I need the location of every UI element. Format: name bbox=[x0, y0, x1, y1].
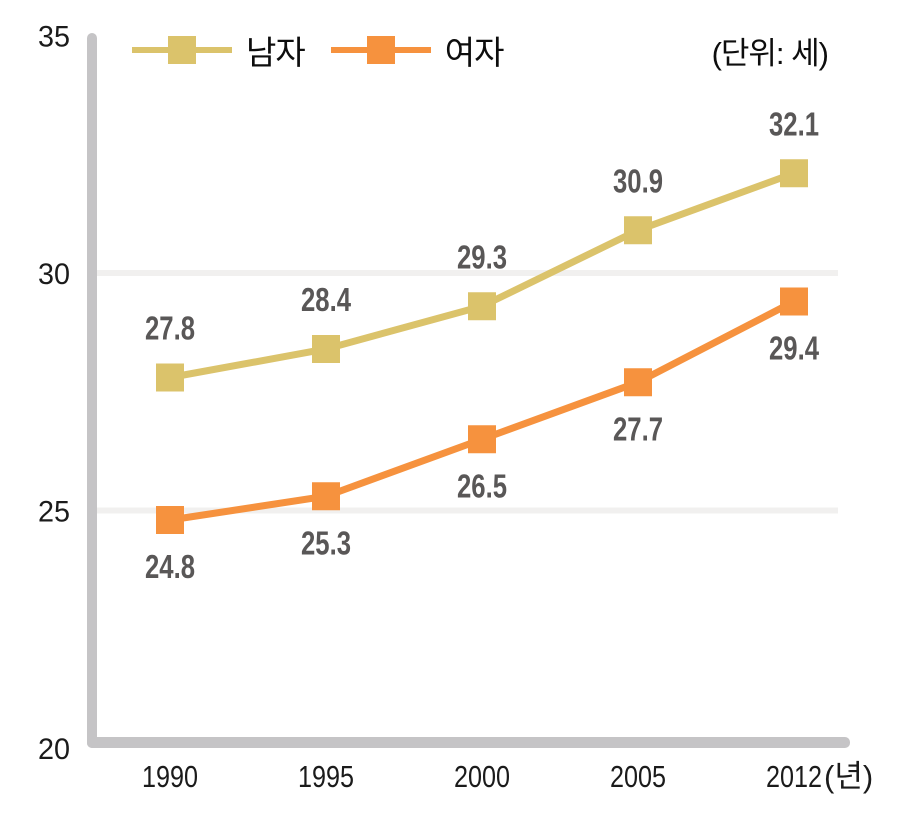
y-tick-label-20: 20 bbox=[38, 733, 70, 766]
x-tick-label-1990: 1990 bbox=[142, 759, 198, 794]
x-axis-line bbox=[87, 737, 850, 748]
y-axis-line bbox=[87, 33, 97, 748]
data-point-남자-1990 bbox=[156, 363, 184, 392]
y-tick-label-25: 25 bbox=[38, 496, 70, 529]
x-tick-label-2000: 2000 bbox=[454, 759, 510, 794]
data-point-남자-2005 bbox=[624, 216, 652, 245]
y-tick-label-30: 30 bbox=[38, 258, 70, 291]
x-axis-unit-suffix: (년) bbox=[824, 759, 873, 794]
data-point-남자-2012 bbox=[780, 159, 808, 188]
x-tick-label-1995: 1995 bbox=[298, 759, 354, 794]
value-label-남자-2000: 29.3 bbox=[457, 238, 507, 275]
legend-item-male: 남자 bbox=[132, 26, 306, 74]
legend-label-female: 여자 bbox=[444, 34, 505, 71]
value-label-여자-2012: 29.4 bbox=[769, 330, 819, 367]
data-point-여자-1990 bbox=[156, 506, 184, 534]
value-label-여자-2000: 26.5 bbox=[457, 467, 507, 504]
value-label-남자-2005: 30.9 bbox=[613, 162, 663, 199]
x-tick-label-2005: 2005 bbox=[610, 759, 666, 794]
data-point-여자-2012 bbox=[780, 287, 808, 316]
data-point-여자-2005 bbox=[624, 368, 652, 397]
y-tick-label-35: 35 bbox=[38, 21, 70, 54]
data-point-여자-1995 bbox=[312, 482, 340, 511]
legend-label-male: 남자 bbox=[246, 34, 306, 71]
legend-item-female: 여자 bbox=[330, 26, 505, 74]
unit-label: (단위: 세) bbox=[711, 36, 829, 71]
male-series-marker-icon bbox=[132, 36, 232, 64]
data-point-남자-2000 bbox=[468, 292, 496, 321]
value-label-남자-1995: 28.4 bbox=[301, 281, 351, 318]
value-label-남자-2012: 32.1 bbox=[769, 105, 819, 142]
value-label-여자-1995: 25.3 bbox=[301, 524, 351, 561]
data-point-남자-1995 bbox=[312, 335, 340, 363]
value-label-남자-1990: 27.8 bbox=[145, 310, 195, 347]
female-series-marker-icon bbox=[330, 36, 431, 64]
value-label-여자-1990: 24.8 bbox=[145, 548, 195, 585]
value-label-여자-2005: 27.7 bbox=[613, 410, 663, 447]
data-point-여자-2000 bbox=[468, 425, 496, 454]
x-tick-label-2012: 2012 bbox=[766, 759, 822, 794]
chart-legend: 남자 여자 bbox=[132, 26, 505, 74]
